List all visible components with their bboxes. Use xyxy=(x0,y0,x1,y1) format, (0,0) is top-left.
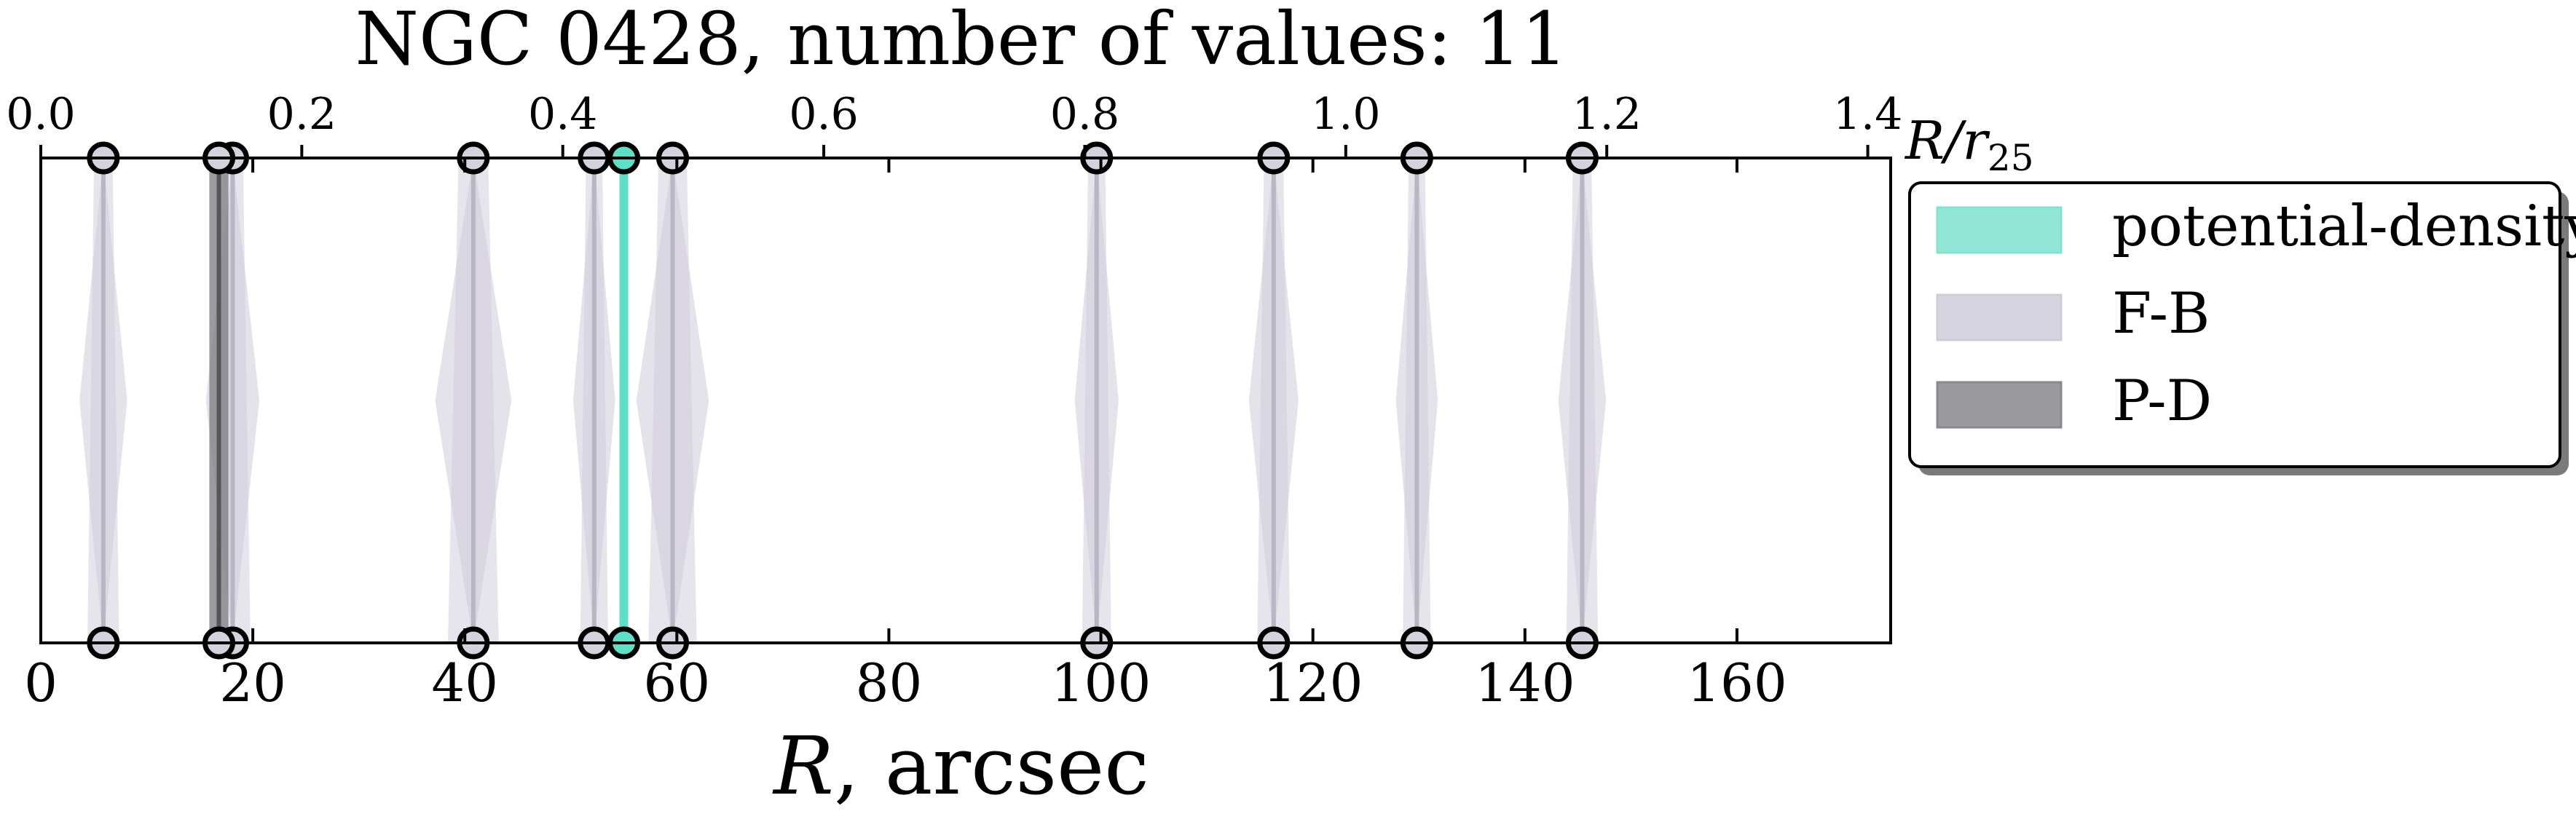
x-tick-label-top-7: 1.4 xyxy=(1833,89,1902,140)
legend-swatch-1 xyxy=(1936,293,2063,341)
x-tick-label-top-3: 0.6 xyxy=(789,89,858,140)
legend-label-2: P-D xyxy=(2112,368,2212,434)
x-tick-label-bottom-5: 100 xyxy=(1051,652,1151,714)
x-axis-top: 0.0 0.2 0.4 0.6 0.8 1.0 1.2 1.4 xyxy=(6,89,1902,158)
x-axis-label-symbol: R xyxy=(772,719,834,813)
x-tick-label-bottom-0: 0 xyxy=(24,652,58,714)
plot-marks xyxy=(79,141,1607,660)
top-axis-label: R/r25 xyxy=(1904,110,2034,179)
plot-frame xyxy=(39,157,1892,644)
chart-title: NGC 0428, number of values: 11 xyxy=(355,0,1568,82)
x-axis-label-unit: , arcsec xyxy=(834,719,1149,813)
x-tick-label-top-5: 1.0 xyxy=(1311,89,1380,140)
x-tick-label-top-6: 1.2 xyxy=(1572,89,1641,140)
x-axis-bottom: 0 20 40 60 80 100 120 140 160 xyxy=(24,158,1787,714)
x-tick-label-top-1: 0.2 xyxy=(267,89,336,140)
legend-items: potential-density F-B P-D xyxy=(1936,194,2576,434)
x-tick-label-bottom-4: 80 xyxy=(856,652,923,714)
x-axis-label: R, arcsec xyxy=(772,719,1149,813)
legend-swatch-2 xyxy=(1936,381,2063,429)
legend: potential-density F-B P-D xyxy=(1908,181,2576,475)
x-tick-label-bottom-3: 60 xyxy=(644,652,711,714)
top-axis-label-sub: 25 xyxy=(1988,137,2034,179)
x-tick-label-top-0: 0.0 xyxy=(6,89,75,140)
legend-box xyxy=(1908,181,2561,468)
x-tick-label-top-2: 0.4 xyxy=(528,89,597,140)
x-tick-label-bottom-7: 140 xyxy=(1475,652,1575,714)
x-tick-label-bottom-2: 40 xyxy=(431,652,498,714)
legend-label-0: potential-density xyxy=(2112,194,2576,259)
x-tick-label-bottom-8: 160 xyxy=(1687,652,1787,714)
potential-density-band-0 xyxy=(619,158,629,643)
legend-label-1: F-B xyxy=(2112,281,2210,347)
x-tick-label-bottom-1: 20 xyxy=(219,652,286,714)
top-axis-label-main: R/r xyxy=(1904,110,1990,171)
legend-swatch-0 xyxy=(1936,206,2063,254)
x-tick-label-top-4: 0.8 xyxy=(1050,89,1119,140)
x-tick-label-bottom-6: 120 xyxy=(1263,652,1363,714)
